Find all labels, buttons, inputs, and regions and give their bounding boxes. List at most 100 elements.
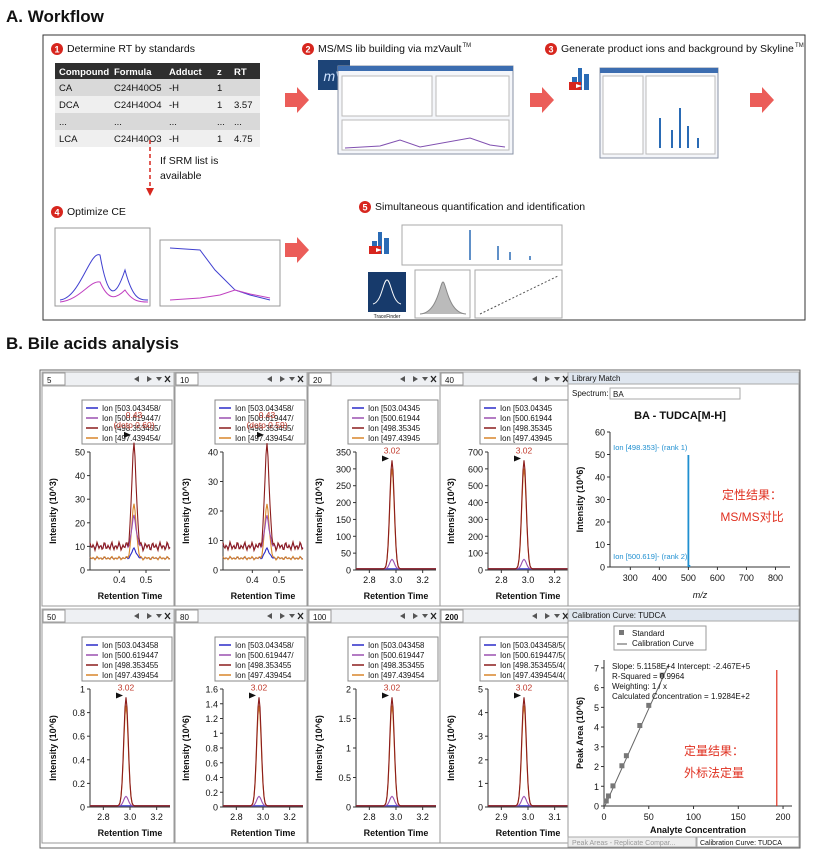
thumb-curve bbox=[169, 289, 271, 301]
y-tick-label: 0.5 bbox=[338, 773, 351, 783]
x-axis-label: Retention Time bbox=[364, 591, 429, 601]
y-tick-label: 30 bbox=[75, 495, 85, 505]
standard-point bbox=[637, 723, 643, 729]
y-axis-label: Intensity (10^3) bbox=[48, 478, 58, 544]
y-axis-label: Intensity (10^3) bbox=[181, 478, 191, 544]
nav-icon bbox=[532, 613, 537, 619]
spectrum-label: Spectrum: bbox=[572, 389, 608, 398]
nav-icon bbox=[280, 613, 285, 619]
step-label: Determine RT by standards bbox=[67, 43, 195, 55]
table-cell: ... bbox=[234, 117, 242, 128]
y-tick-label: 20 bbox=[75, 518, 85, 528]
close-icon bbox=[430, 612, 437, 620]
panel-header bbox=[567, 371, 800, 385]
thumb-chart bbox=[401, 224, 563, 266]
tab-label: 20 bbox=[313, 376, 322, 385]
x-tick-label: 2.8 bbox=[230, 812, 243, 822]
table-cell: 1 bbox=[217, 100, 222, 111]
table-cell: -H bbox=[169, 83, 179, 94]
plot-title: BA - TUDCA[M-H] bbox=[634, 410, 726, 422]
y-tick-label: 40 bbox=[75, 471, 85, 481]
step-number: 3 bbox=[548, 45, 553, 55]
y-tick-label: 0.2 bbox=[205, 788, 218, 798]
x-tick-label: 3.2 bbox=[283, 812, 296, 822]
arrow-head bbox=[146, 188, 154, 196]
tab bbox=[440, 372, 464, 386]
annotation: 定量结果： bbox=[684, 743, 744, 758]
step-label: Simultaneous quantification and identifi… bbox=[375, 201, 585, 213]
legend-entry: Ion [503.04345 bbox=[368, 404, 421, 413]
y-axis-label: Intensity (10^6) bbox=[446, 715, 456, 781]
y-tick-label: 40 bbox=[208, 448, 218, 458]
x-axis-label: Retention Time bbox=[231, 591, 296, 601]
y-tick-label: 1 bbox=[346, 744, 351, 754]
x-tick-label: 100 bbox=[686, 812, 701, 822]
y-tick-label: 500 bbox=[468, 481, 483, 491]
thumb-peak bbox=[419, 281, 467, 315]
legend-entry: Ion [497.439454 bbox=[235, 671, 292, 680]
x-tick-label: 3.2 bbox=[150, 812, 163, 822]
x-axis-label: Retention Time bbox=[98, 828, 163, 838]
y-tick-label: 250 bbox=[336, 481, 351, 491]
step-label: Optimize CE bbox=[67, 206, 126, 218]
legend-entry: Ion [498.353455 bbox=[235, 661, 292, 670]
spectrum-value: BA bbox=[613, 390, 624, 399]
x-tick-label: 200 bbox=[776, 812, 791, 822]
table-header: Compound bbox=[59, 67, 109, 78]
x-tick-label: 400 bbox=[652, 573, 667, 583]
y-tick-label: 200 bbox=[336, 498, 351, 508]
x-tick-label: 3.0 bbox=[522, 812, 535, 822]
y-tick-label: 30 bbox=[595, 495, 605, 505]
stat-line: Calculated Concentration = 1.9284E+2 bbox=[612, 692, 750, 701]
x-tick-label: 700 bbox=[739, 573, 754, 583]
close-icon bbox=[164, 375, 171, 383]
y-tick-label: 100 bbox=[336, 532, 351, 542]
chromatogram-trace bbox=[356, 460, 436, 570]
y-tick-label: 3 bbox=[594, 742, 599, 752]
step-badge bbox=[545, 43, 557, 55]
tab-label: Calibration Curve: TUDCA bbox=[700, 840, 782, 847]
legend-entry: Ion [503.043458/ bbox=[235, 641, 294, 650]
tab-label: 80 bbox=[180, 613, 189, 622]
screenshot-pane bbox=[435, 75, 510, 117]
x-tick-label: 3.0 bbox=[124, 812, 137, 822]
y-tick-label: 300 bbox=[336, 464, 351, 474]
legend-entry: Ion [503.04345 bbox=[500, 404, 553, 413]
x-tick-label: 3.1 bbox=[548, 812, 561, 822]
legend-entry: Ion [500.619447/ bbox=[235, 651, 294, 660]
screenshot-pane bbox=[341, 119, 510, 151]
nav-icon bbox=[413, 376, 418, 382]
y-tick-label: 0 bbox=[213, 566, 218, 576]
x-tick-label: 0.4 bbox=[113, 575, 126, 585]
y-axis-label: Intensity (10^6) bbox=[575, 467, 585, 533]
chromatogram-trace bbox=[222, 443, 304, 553]
y-tick-label: 1 bbox=[213, 729, 218, 739]
legend-entry: Ion [500.619447 bbox=[368, 651, 424, 660]
menu-icon bbox=[156, 614, 162, 618]
x-tick-label: 3.0 bbox=[390, 575, 403, 585]
step-badge bbox=[51, 43, 63, 55]
y-tick-label: 100 bbox=[468, 549, 483, 559]
y-tick-label: 0 bbox=[80, 803, 85, 813]
table-header: Adduct bbox=[169, 67, 203, 78]
step-label: Generate product ions and background by … bbox=[561, 43, 794, 55]
y-tick-label: 0.4 bbox=[205, 773, 218, 783]
standard-point bbox=[646, 702, 652, 708]
legend-entry: Ion [497.439454 bbox=[368, 671, 425, 680]
y-tick-label: 0 bbox=[80, 566, 85, 576]
tab-label: Peak Areas - Replicate Compar... bbox=[572, 840, 676, 847]
panel-header bbox=[567, 608, 800, 622]
table-cell: ... bbox=[217, 117, 225, 128]
y-tick-label: 10 bbox=[75, 542, 85, 552]
screenshot-pane bbox=[341, 75, 433, 117]
y-axis-label: Intensity (10^3) bbox=[446, 478, 456, 544]
legend-entry: Standard bbox=[632, 629, 664, 638]
skyline-icon bbox=[576, 84, 582, 88]
x-tick-label: 800 bbox=[768, 573, 783, 583]
y-axis-label: Intensity (10^6) bbox=[314, 715, 324, 781]
chromatogram-trace bbox=[222, 503, 304, 561]
close-icon bbox=[430, 375, 437, 383]
legend-entry: Ion [503.043458 bbox=[102, 641, 158, 650]
y-tick-label: 50 bbox=[595, 450, 605, 460]
